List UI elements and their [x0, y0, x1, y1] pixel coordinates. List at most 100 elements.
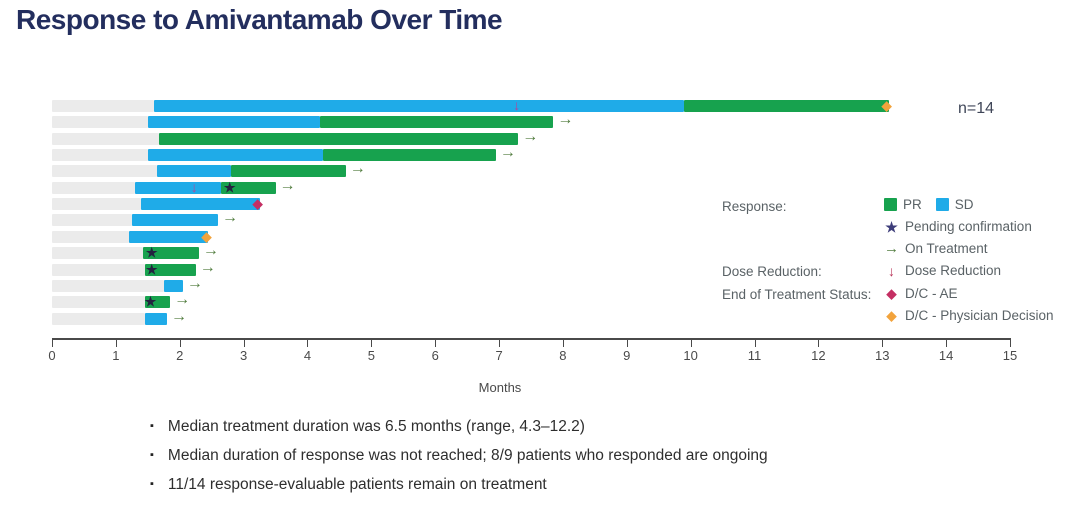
legend-on-treatment-label: On Treatment — [905, 241, 988, 256]
legend-dose-reduction-text: Dose Reduction — [905, 263, 1002, 278]
on-treatment-arrow: → — [202, 242, 219, 260]
legend-row-dose-reduction: ↓ Dose Reduction — [884, 263, 1001, 278]
legend-dc-physician-label: D/C - Physician Decision — [905, 308, 1054, 323]
axis-tick-label: 8 — [559, 348, 567, 363]
x-axis-label: Months — [478, 380, 522, 395]
patient-bar-segment-sd — [163, 279, 183, 292]
pre-treatment-track — [52, 263, 145, 276]
pr-swatch-icon — [884, 198, 897, 211]
bullet-item: ▪ Median duration of response was not re… — [150, 447, 768, 465]
on-treatment-arrow: → — [522, 127, 539, 145]
legend-response-label: Response: — [722, 199, 787, 214]
pending-star-icon: ★ — [885, 218, 898, 235]
axis-tick — [435, 340, 437, 347]
axis-tick — [499, 340, 501, 347]
axis-tick — [562, 340, 564, 347]
bullet-item: ▪ Median treatment duration was 6.5 mont… — [150, 418, 768, 436]
on-treatment-arrow: → — [174, 291, 191, 309]
legend-dose-reduction-label: Dose Reduction: — [722, 264, 822, 279]
pre-treatment-track — [52, 181, 136, 194]
patient-bar-segment-pr — [323, 149, 496, 162]
pre-treatment-track — [52, 214, 132, 227]
axis-tick — [52, 340, 53, 347]
on-treatment-arrow: → — [186, 274, 203, 292]
pending-confirmation-star: ★ — [145, 261, 158, 277]
patient-bar-segment-pr — [221, 181, 276, 194]
legend-row-on-treatment: → On Treatment — [884, 239, 988, 257]
axis-tick-label: 4 — [303, 348, 312, 363]
axis-tick-label: 13 — [875, 348, 890, 363]
axis-tick-label: 3 — [239, 348, 248, 363]
axis-tick — [882, 340, 884, 347]
swimmer-plot-area: ↓ ◆ → → → → ↓ ★ → ◆ → ◆ ★ → ★ → → ★ → → — [52, 98, 1010, 327]
n-count-label: n=14 — [958, 100, 995, 117]
patient-bar-segment-pr — [159, 132, 519, 145]
patient-bar-segment-pr — [684, 100, 889, 112]
pre-treatment-track — [52, 116, 148, 129]
pre-treatment-track — [52, 312, 145, 325]
legend-row-dc-ae: ◆ D/C - AE — [884, 286, 958, 301]
on-treatment-arrow: → — [170, 307, 187, 325]
bullet-icon: ▪ — [150, 478, 154, 490]
on-treatment-arrow: → — [199, 258, 216, 276]
pre-treatment-track — [52, 149, 148, 162]
bullet-icon: ▪ — [150, 420, 154, 432]
pre-treatment-track — [52, 198, 142, 211]
on-treatment-arrow-icon: → — [884, 239, 899, 257]
on-treatment-arrow: → — [222, 209, 239, 227]
on-treatment-arrow: → — [349, 160, 366, 178]
on-treatment-arrow: → — [279, 176, 296, 194]
dc-physician-diamond-icon: ◆ — [886, 307, 897, 323]
on-treatment-arrow: → — [557, 111, 574, 129]
axis-tick-label: 15 — [1002, 348, 1018, 363]
dc-ae-diamond-icon: ◆ — [886, 285, 897, 301]
axis-tick — [626, 340, 628, 347]
legend-eot-label: End of Treatment Status: — [722, 287, 872, 302]
axis-tick-label: 10 — [683, 348, 698, 363]
patient-bar-segment-sd — [157, 165, 231, 178]
pre-treatment-track — [52, 100, 155, 112]
axis-tick — [371, 340, 373, 347]
axis-tick-label: 11 — [747, 348, 762, 363]
pre-treatment-track — [52, 296, 145, 309]
patient-bar-segment-sd — [128, 230, 209, 243]
axis-tick — [1010, 340, 1011, 347]
pre-treatment-track — [52, 247, 144, 260]
legend-pr-label: PR — [903, 197, 922, 212]
legend-row-pending: ★ Pending confirmation — [884, 219, 1032, 234]
pending-confirmation-star: ★ — [145, 245, 158, 261]
pending-confirmation-star: ★ — [144, 294, 157, 310]
bullet-icon: ▪ — [150, 449, 154, 461]
axis-tick — [690, 340, 692, 347]
patient-bar-segment-sd — [144, 312, 167, 325]
axis-tick — [243, 340, 245, 347]
pre-treatment-track — [52, 230, 129, 243]
sd-swatch-icon — [935, 198, 949, 211]
axis-tick — [818, 340, 820, 347]
axis-tick — [179, 340, 181, 347]
pending-confirmation-star: ★ — [223, 179, 236, 195]
axis-tick — [946, 340, 948, 347]
pre-treatment-track — [52, 165, 158, 178]
patient-bar-segment-pr — [143, 247, 199, 260]
legend-row-response: PR SD — [884, 197, 974, 212]
patient-bar-segment-pr — [320, 116, 554, 129]
axis-tick-label: 2 — [176, 348, 184, 363]
axis-tick — [115, 340, 117, 347]
axis-tick-label: 7 — [495, 348, 503, 363]
bullet-text: Median duration of response was not reac… — [167, 447, 768, 464]
patient-bar-segment-sd — [135, 181, 222, 194]
dose-reduction-arrow-icon: ↓ — [888, 262, 895, 279]
axis-tick-label: 0 — [48, 348, 56, 363]
patient-bar-segment-pr — [230, 165, 346, 178]
axis-tick-label: 1 — [112, 348, 120, 363]
dose-reduction-arrow: ↓ — [190, 178, 198, 195]
bullet-text: Median treatment duration was 6.5 months… — [167, 418, 585, 435]
dc-ae-diamond: ◆ — [252, 196, 263, 212]
dc-physician-diamond: ◆ — [881, 98, 892, 113]
patient-bar-segment-sd — [141, 198, 260, 211]
dc-physician-diamond: ◆ — [201, 228, 212, 244]
patient-bar-segment-sd — [131, 214, 219, 227]
axis-tick-label: 12 — [811, 348, 826, 363]
dose-reduction-arrow: ↓ — [513, 97, 521, 113]
